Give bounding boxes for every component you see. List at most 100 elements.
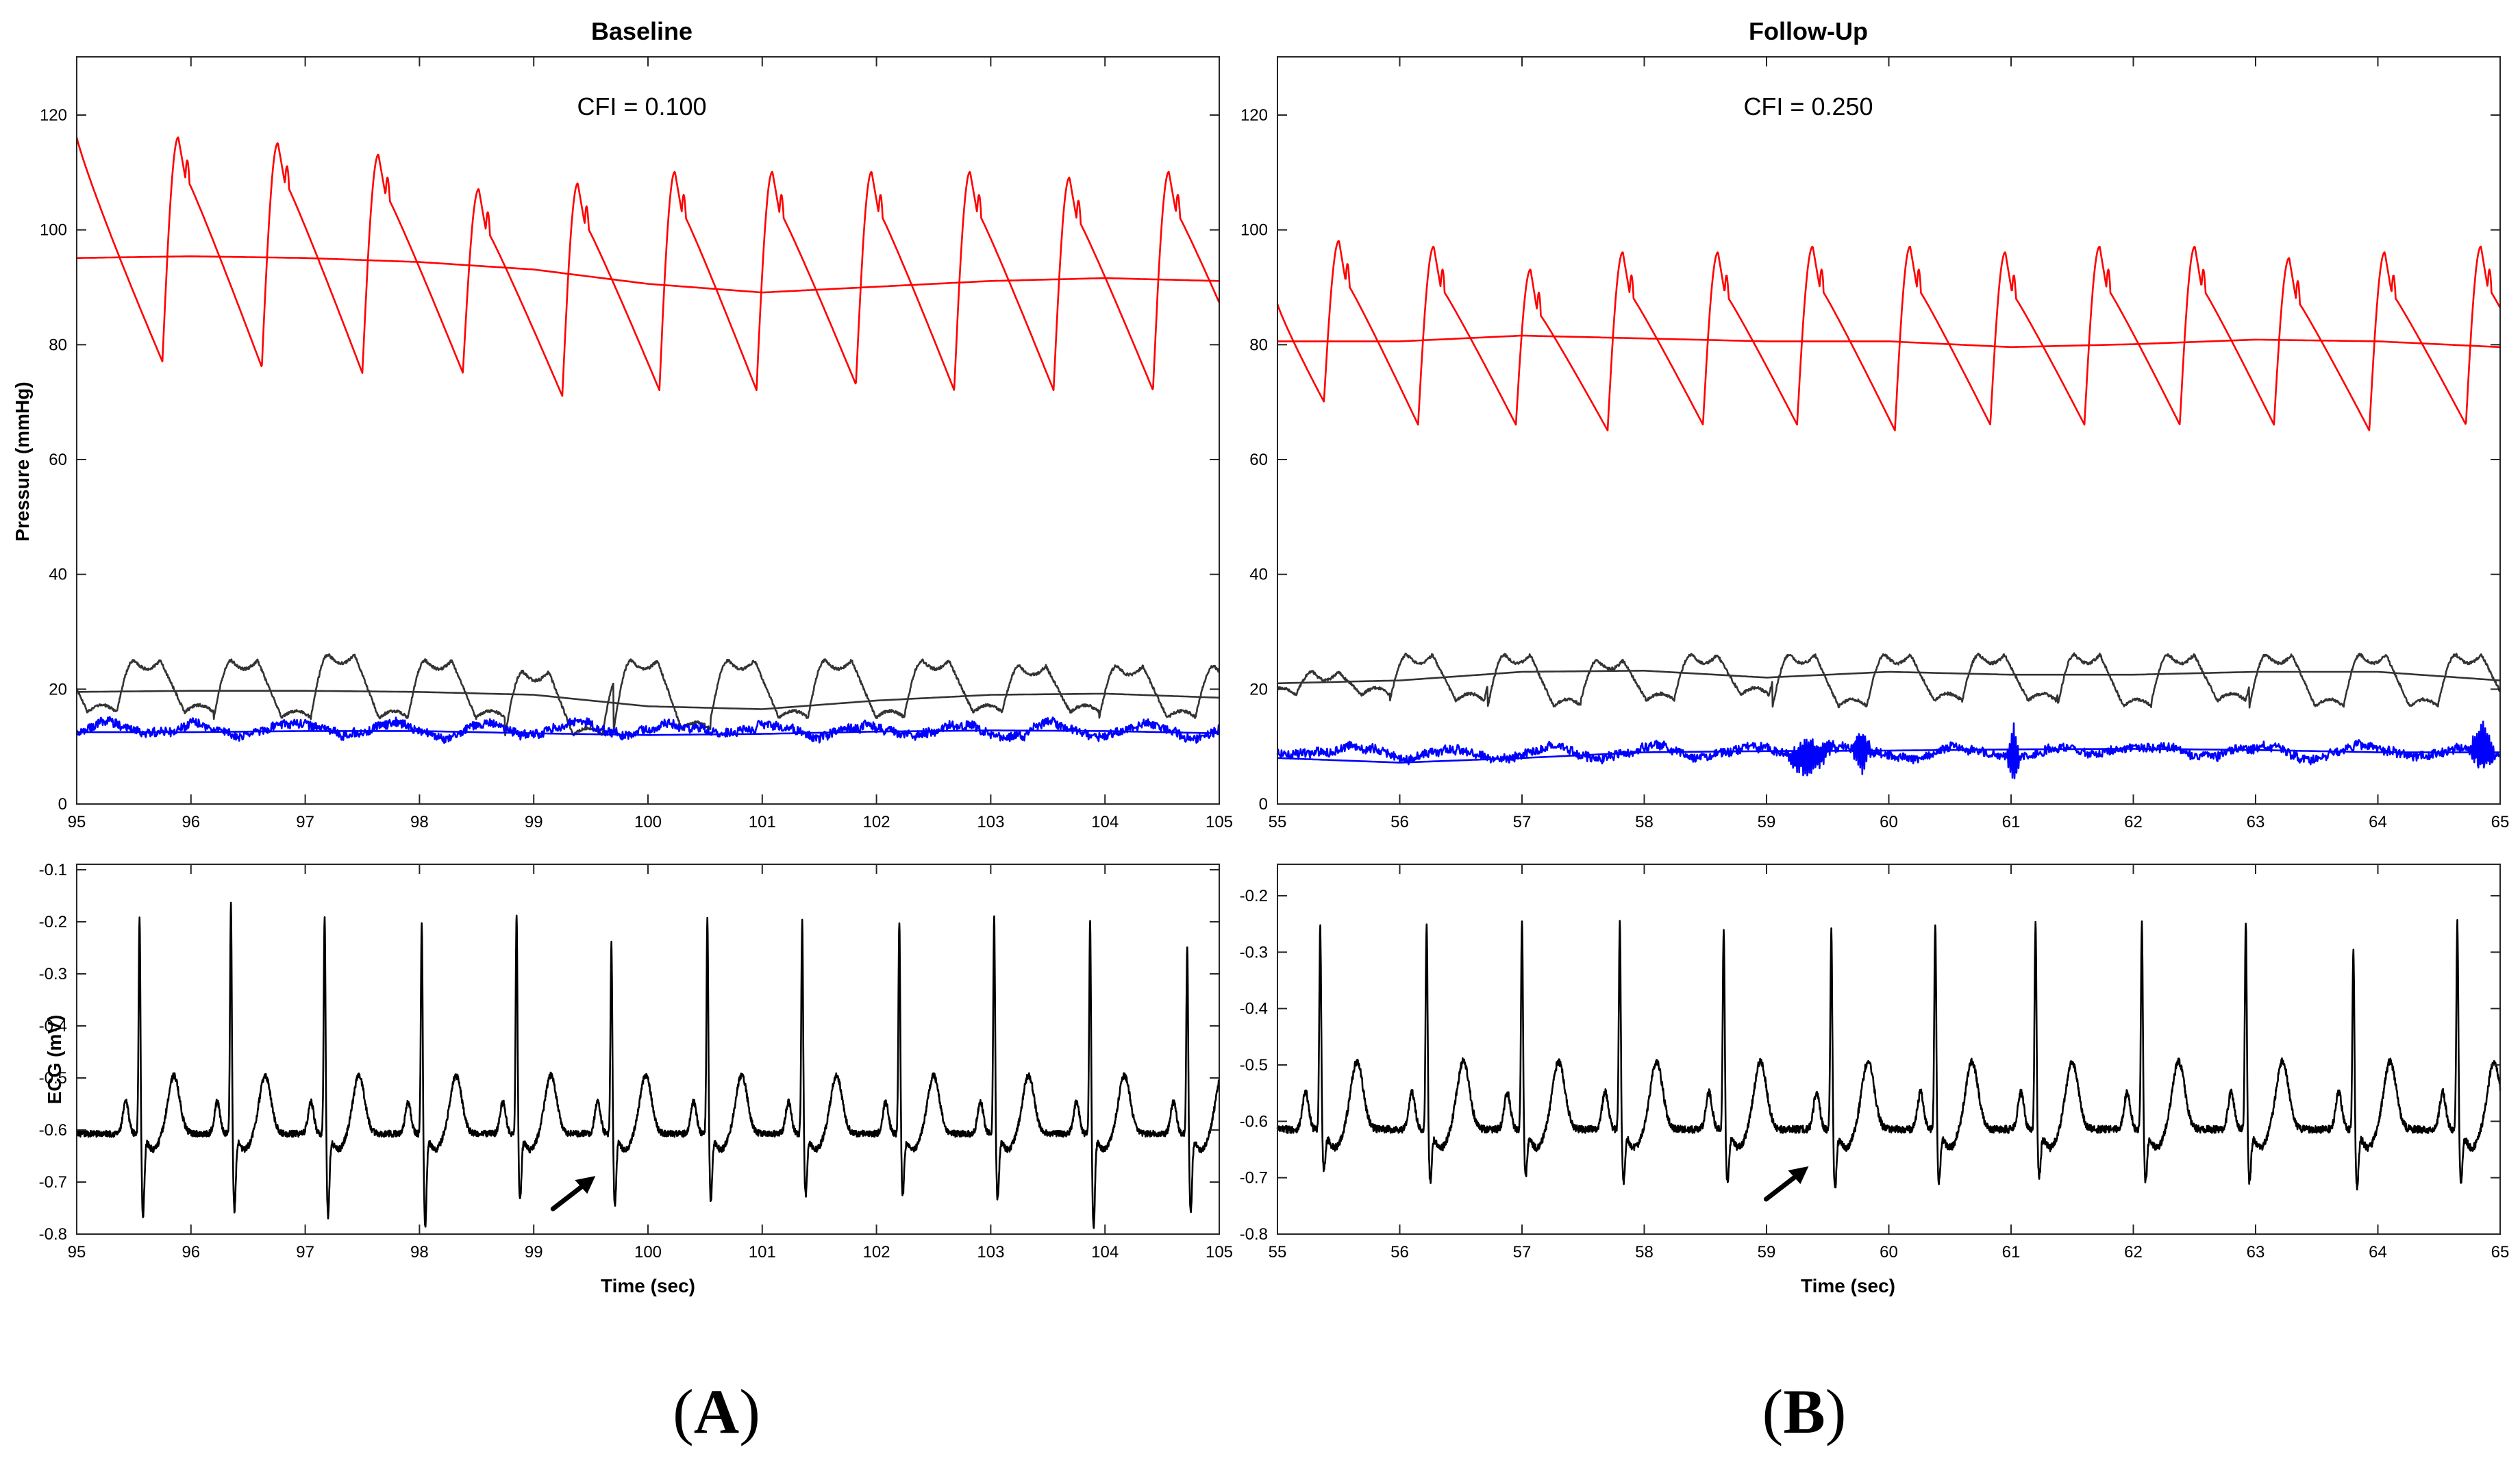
- panel-a-ecg-frame: [77, 864, 1219, 1234]
- x-tick-label: 55: [1269, 813, 1287, 831]
- panel-b-cfi-annotation: CFI = 0.250: [1743, 92, 1873, 121]
- x-tick-label: 58: [1635, 813, 1654, 831]
- y-tick-label: -0.4: [39, 1017, 67, 1035]
- panel-a-pressure-frame: [77, 57, 1219, 804]
- arrow-shaft: [553, 1183, 586, 1209]
- x-tick-label: 63: [2247, 813, 2265, 831]
- x-tick-label: 59: [1758, 1243, 1776, 1261]
- x-tick-label: 105: [1206, 813, 1233, 831]
- y-tick-label: 120: [40, 106, 67, 125]
- x-tick-label: 58: [1635, 1243, 1654, 1261]
- panel-b-pressure-frame: [1277, 57, 2500, 804]
- y-tick-label: 20: [49, 680, 67, 699]
- x-tick-label: 101: [749, 813, 776, 831]
- mean-arterial-pressure-line: [1277, 336, 2500, 347]
- x-tick-label: 61: [2002, 813, 2021, 831]
- x-tick-label: 98: [410, 813, 429, 831]
- y-tick-label: 80: [1249, 336, 1268, 354]
- x-tick-label: 95: [68, 813, 86, 831]
- x-tick-label: 103: [977, 1243, 1004, 1261]
- panel-b-ecg-arrow: [1766, 1166, 1808, 1199]
- panel-a-ecg-plot: ECG (mV) Time (sec) 95 96 97 98 99 100 101 102 1…: [39, 861, 1233, 1296]
- y-tick-label: -0.3: [39, 965, 67, 983]
- y-tick-label: 0: [1259, 795, 1268, 814]
- x-tick-label: 59: [1758, 813, 1776, 831]
- panel-a-pressure-ylabel: Pressure (mmHg): [12, 381, 33, 541]
- panel-a-ecg-traces: [77, 903, 1219, 1228]
- y-tick-label: -0.6: [39, 1121, 67, 1140]
- x-tick-label: 61: [2002, 1243, 2021, 1261]
- x-tick-label: 95: [68, 1243, 86, 1261]
- y-tick-label: 0: [58, 795, 67, 814]
- x-tick-label: 104: [1091, 1243, 1119, 1261]
- x-tick-label: 98: [410, 1243, 429, 1261]
- ecg-line: [77, 903, 1219, 1228]
- panel-b-ecg-xlabel: Time (sec): [1801, 1275, 1895, 1296]
- venous-pressure-line: [1277, 653, 2500, 708]
- panel-label-b-close: ): [1825, 1377, 1847, 1446]
- arterial-pressure-line: [77, 138, 1219, 397]
- y-tick-label: -0.1: [39, 861, 67, 879]
- y-tick-label: 100: [40, 221, 67, 240]
- panel-a-ecg-ticks: 95 96 97 98 99 100 101 102 103 104 105 -0.8 -0.7 -0.6…: [39, 861, 1233, 1261]
- x-tick-label: 96: [182, 1243, 200, 1261]
- x-tick-label: 65: [2491, 1243, 2510, 1261]
- x-tick-label: 102: [863, 1243, 890, 1261]
- panel-b-title: Follow-Up: [1749, 17, 1868, 45]
- x-tick-label: 62: [2124, 1243, 2143, 1261]
- y-tick-label: 40: [1249, 566, 1268, 584]
- x-tick-label: 99: [525, 1243, 543, 1261]
- y-tick-label: -0.3: [1240, 943, 1268, 962]
- panel-b-ecg-ticks: 55 56 57 58 59 60 61 62 63 64 65 -0.8 -0.7 -0.6 -0.5 -0…: [1240, 864, 2510, 1261]
- panel-a-ecg-arrow: [553, 1176, 595, 1209]
- x-tick-label: 97: [296, 813, 314, 831]
- y-tick-label: 120: [1240, 106, 1268, 125]
- y-tick-label: -0.4: [1240, 1000, 1268, 1018]
- y-tick-label: 100: [1240, 221, 1268, 240]
- y-tick-label: 60: [1249, 451, 1268, 469]
- y-tick-label: -0.7: [39, 1173, 67, 1192]
- x-tick-label: 60: [1880, 1243, 1898, 1261]
- panel-b-pressure-plot: Follow-Up CFI = 0.250 55 56 57 58 59 60 61 62 63…: [1240, 17, 2509, 831]
- x-tick-label: 55: [1269, 1243, 1287, 1261]
- arterial-pressure-line: [1277, 241, 2500, 431]
- panel-label-a-open: (: [673, 1377, 694, 1446]
- x-tick-label: 101: [749, 1243, 776, 1261]
- x-tick-label: 63: [2247, 1243, 2265, 1261]
- panel-label-a-close: ): [739, 1377, 760, 1446]
- panel-label-a-letter: A: [694, 1377, 739, 1446]
- x-tick-label: 62: [2124, 813, 2143, 831]
- ecg-line: [1277, 920, 2500, 1190]
- x-tick-label: 57: [1513, 813, 1532, 831]
- x-tick-label: 100: [634, 813, 662, 831]
- panel-b-ecg-traces: [1277, 920, 2500, 1190]
- panel-b-ecg-frame: [1277, 864, 2500, 1234]
- panel-a-cfi-annotation: CFI = 0.100: [577, 92, 706, 121]
- panel-label-b: (B): [1762, 1377, 1847, 1446]
- x-tick-label: 99: [525, 813, 543, 831]
- x-tick-label: 64: [2369, 1243, 2387, 1261]
- x-tick-label: 60: [1880, 813, 1898, 831]
- x-tick-label: 97: [296, 1243, 314, 1261]
- x-tick-label: 57: [1513, 1243, 1532, 1261]
- mean-arterial-pressure-line: [77, 256, 1219, 292]
- x-tick-label: 56: [1390, 813, 1409, 831]
- y-tick-label: -0.5: [39, 1069, 67, 1088]
- y-tick-label: -0.6: [1240, 1112, 1268, 1131]
- panel-b-pressure-ticks: 55 56 57 58 59 60 61 62 63 64 65 0 20 40 60 80 100 120: [1240, 57, 2509, 831]
- panel-b-ecg-plot: Time (sec) 55 56 57 58 59 60 61 62 63 64 65-0.8-0.…: [1240, 864, 2510, 1296]
- mean-venous-pressure-line: [1277, 670, 2500, 683]
- panel-label-b-letter: B: [1783, 1377, 1825, 1446]
- mean-venous-pressure-line: [77, 691, 1219, 710]
- x-tick-label: 64: [2369, 813, 2387, 831]
- panel-a-ecg-xlabel: Time (sec): [601, 1275, 695, 1296]
- panel-a-pressure-traces: [77, 138, 1219, 744]
- y-tick-label: 60: [49, 451, 67, 469]
- x-tick-label: 102: [863, 813, 890, 831]
- arrow-shaft: [1766, 1174, 1799, 1199]
- panel-a-pressure-ticks: 95 96 97 98 99 100 101 102 103 104 105 0 20 40 60 80 100…: [40, 57, 1233, 831]
- panel-b-pressure-traces: [1277, 241, 2500, 779]
- y-tick-label: -0.5: [1240, 1056, 1268, 1075]
- figure: Baseline CFI = 0.100 Pressure (mmHg) 95 9…: [0, 0, 2520, 1469]
- y-tick-label: -0.8: [1240, 1225, 1268, 1244]
